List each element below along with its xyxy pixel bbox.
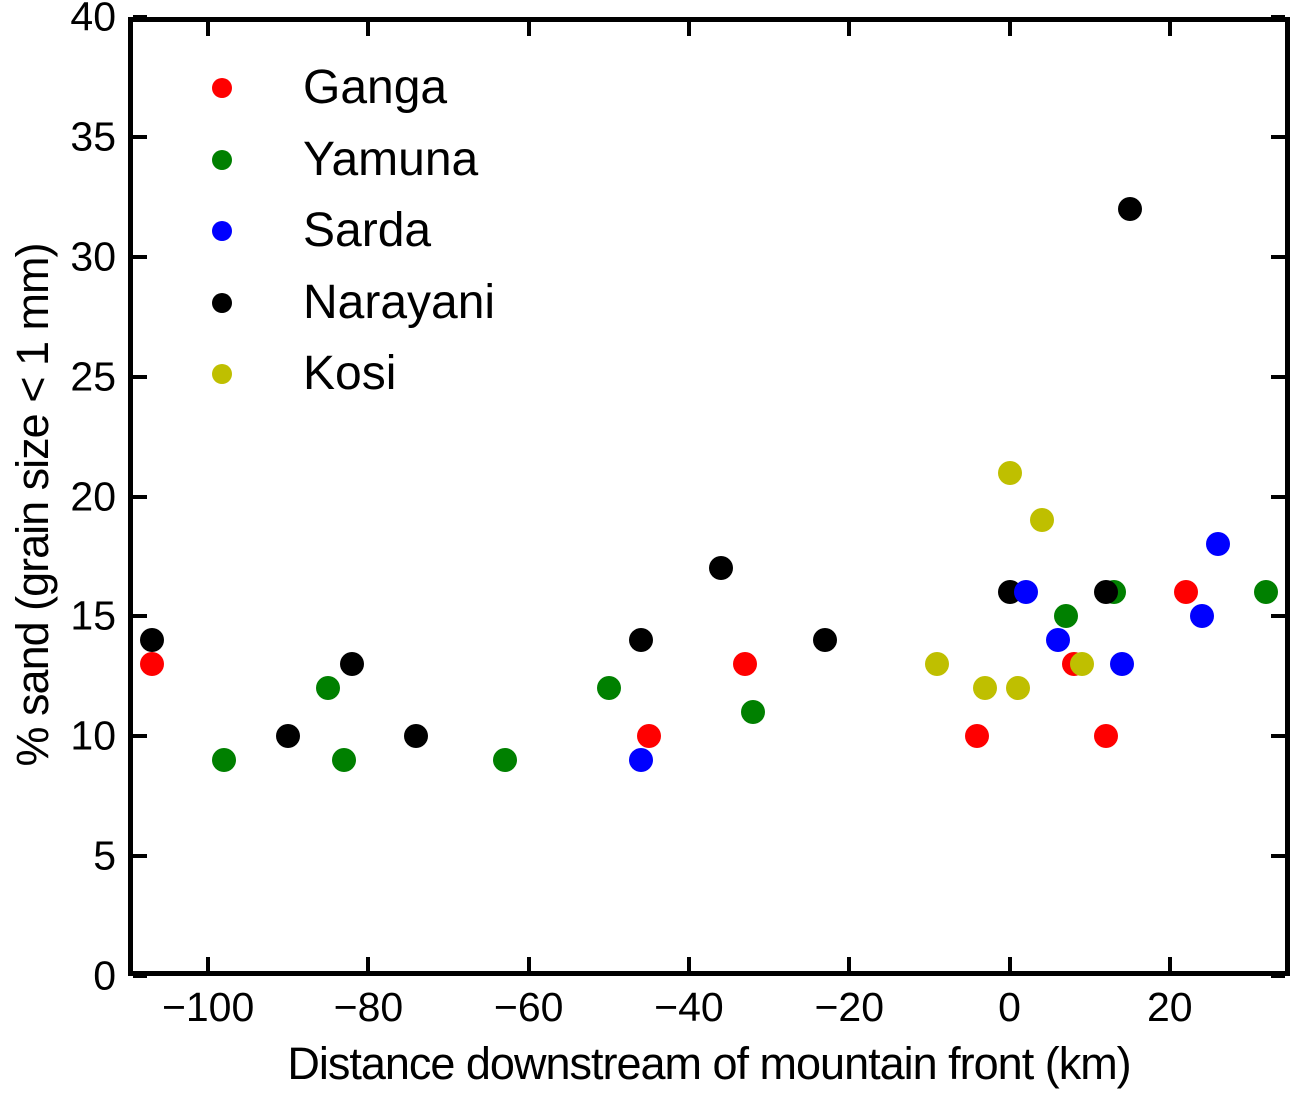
y-tick-right (1271, 254, 1285, 259)
y-tick-left (133, 854, 147, 859)
data-point-ganga (733, 652, 758, 677)
data-point-narayani (1093, 580, 1118, 605)
data-point-yamuna (492, 748, 517, 773)
data-point-sarda (1189, 604, 1214, 629)
x-tick-label: −20 (814, 984, 885, 1030)
y-tick-label: 35 (70, 113, 116, 160)
data-point-ganga (1093, 724, 1118, 749)
x-tick-bottom (366, 957, 371, 971)
legend-label-kosi: Kosi (303, 347, 397, 400)
x-tick-top (847, 22, 852, 36)
legend-marker-ganga (212, 78, 232, 98)
legend-marker-yamuna (212, 149, 232, 170)
x-tick-bottom (526, 957, 531, 971)
legend-label-yamuna: Yamuna (303, 132, 479, 186)
data-point-yamuna (316, 676, 341, 701)
x-axis-title: Distance downstream of mountain front (k… (287, 1038, 1131, 1089)
x-tick-bottom (686, 957, 691, 971)
y-tick-right (1271, 854, 1285, 859)
y-tick-right (1271, 614, 1285, 619)
y-tick-label: 5 (93, 832, 116, 879)
x-tick-top (206, 22, 211, 36)
y-tick-label: 10 (70, 712, 116, 759)
data-point-sarda (628, 748, 653, 773)
legend-label-ganga: Ganga (303, 61, 448, 114)
plot-area (128, 17, 1290, 976)
x-tick-top (686, 22, 691, 36)
y-tick-right (1271, 734, 1285, 739)
data-point-sarda (1045, 628, 1070, 653)
data-point-ganga (965, 724, 990, 749)
y-tick-left (133, 374, 147, 379)
data-point-narayani (276, 724, 301, 749)
data-point-yamuna (212, 748, 237, 773)
x-tick-top (526, 22, 531, 36)
x-tick-label: −80 (333, 984, 404, 1030)
data-point-sarda (1013, 580, 1038, 605)
y-tick-left (133, 15, 147, 19)
data-point-yamuna (741, 700, 766, 725)
x-tick-label: 0 (998, 984, 1021, 1030)
y-tick-right (1271, 134, 1285, 139)
data-point-sarda (1109, 652, 1134, 677)
y-tick-left (133, 734, 147, 739)
y-tick-label: 25 (70, 353, 116, 400)
data-point-kosi (973, 676, 998, 701)
x-tick-label: 20 (1146, 984, 1193, 1030)
y-tick-left (133, 254, 147, 259)
data-point-narayani (340, 652, 365, 677)
x-tick-bottom (206, 957, 211, 971)
x-tick-top (366, 22, 371, 36)
data-point-kosi (1005, 676, 1030, 701)
y-tick-right (1271, 15, 1285, 19)
legend-marker-narayani (212, 292, 232, 313)
x-tick-label: −100 (161, 984, 255, 1030)
data-point-yamuna (596, 676, 621, 701)
data-point-kosi (1069, 652, 1094, 677)
y-tick-left (133, 134, 147, 139)
x-tick-label: −40 (654, 984, 724, 1030)
x-tick-top (1007, 22, 1012, 36)
legend-label-narayani: Narayani (303, 275, 496, 329)
data-point-yamuna (1253, 580, 1278, 605)
data-point-yamuna (332, 748, 357, 773)
data-point-sarda (1205, 532, 1230, 557)
x-tick-bottom (847, 957, 852, 971)
y-tick-left (133, 614, 147, 619)
legend-marker-kosi (212, 364, 232, 384)
data-point-narayani (813, 628, 838, 653)
data-point-narayani (1117, 196, 1142, 221)
y-tick-right (1271, 494, 1285, 499)
data-point-kosi (1029, 508, 1054, 533)
data-point-ganga (140, 652, 165, 677)
data-point-ganga (1173, 580, 1198, 605)
data-point-ganga (636, 724, 661, 749)
y-tick-right (1271, 374, 1285, 379)
y-tick-label: 15 (70, 592, 116, 639)
data-point-kosi (925, 652, 950, 677)
y-tick-label: 0 (93, 952, 116, 999)
data-point-kosi (997, 460, 1022, 485)
x-tick-bottom (1007, 957, 1012, 971)
x-tick-label: −60 (493, 984, 564, 1030)
y-tick-label: 40 (70, 0, 116, 40)
data-point-narayani (709, 556, 734, 581)
y-tick-left (133, 494, 147, 499)
data-point-narayani (628, 628, 653, 653)
legend-marker-sarda (212, 221, 232, 241)
y-tick-label: 20 (70, 473, 116, 519)
y-axis-title: % sand (grain size < 1 mm) (7, 243, 58, 767)
y-tick-label: 30 (70, 233, 116, 280)
y-tick-right (1271, 974, 1285, 978)
legend-label-sarda: Sarda (303, 204, 432, 257)
data-point-narayani (140, 628, 165, 653)
data-point-narayani (404, 724, 429, 749)
data-point-yamuna (1053, 604, 1078, 629)
y-tick-left (133, 974, 147, 978)
x-tick-bottom (1167, 957, 1172, 971)
x-tick-top (1167, 22, 1172, 36)
